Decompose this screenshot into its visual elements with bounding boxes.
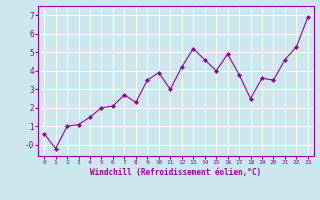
X-axis label: Windchill (Refroidissement éolien,°C): Windchill (Refroidissement éolien,°C) xyxy=(91,168,261,177)
